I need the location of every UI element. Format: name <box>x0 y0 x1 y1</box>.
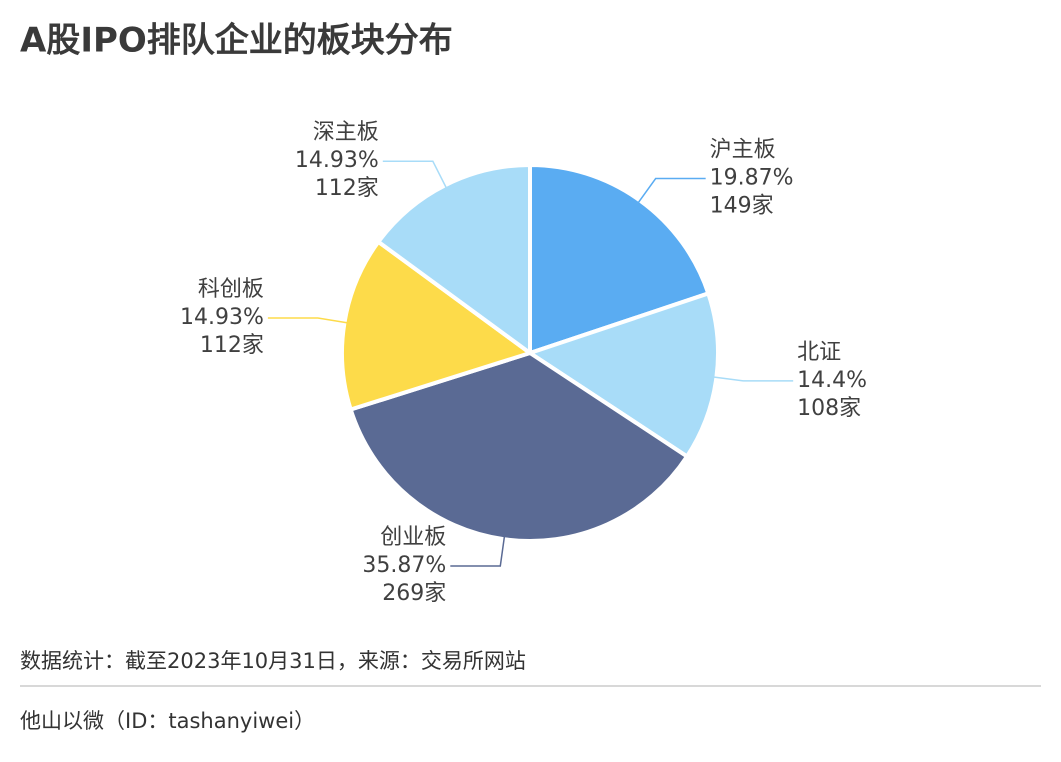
leader-line <box>636 177 706 205</box>
leader-line <box>450 535 506 567</box>
slice-label: 北证 <box>797 340 841 365</box>
count-label: 269家 <box>382 581 446 606</box>
leader-line <box>712 376 794 382</box>
account-note: 他山以微（ID：tashanyiwei） <box>20 709 315 733</box>
count-label: 112家 <box>315 176 379 201</box>
leader-line <box>382 160 448 190</box>
slice-label: 科创板 <box>198 277 264 302</box>
slice-label: 沪主板 <box>710 138 776 163</box>
count-label: 112家 <box>200 333 264 358</box>
percent-label: 19.87% <box>710 166 794 191</box>
source-note: 数据统计：截至2023年10月31日，来源：交易所网站 <box>20 649 526 673</box>
slice-label: 深主板 <box>313 120 379 145</box>
percent-label: 14.93% <box>180 305 264 330</box>
percent-label: 35.87% <box>362 553 446 578</box>
count-label: 108家 <box>797 396 861 421</box>
chart-title: A股IPO排队企业的板块分布 <box>20 21 453 61</box>
leader-line <box>267 317 349 324</box>
percent-label: 14.4% <box>797 368 867 393</box>
percent-label: 14.93% <box>295 148 379 173</box>
count-label: 149家 <box>710 194 774 219</box>
slice-label: 创业板 <box>380 525 446 550</box>
